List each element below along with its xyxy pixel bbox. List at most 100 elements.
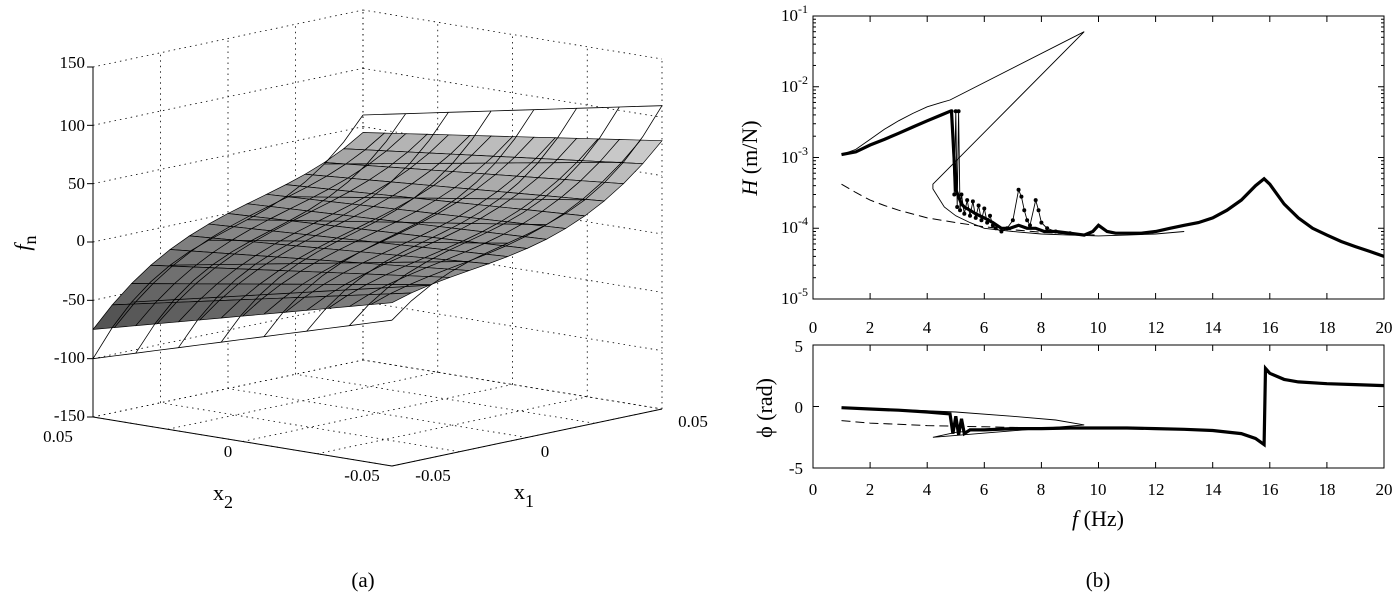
- x-tick-label: 18: [1319, 318, 1336, 337]
- magnitude-series: [841, 31, 1385, 258]
- x-tick-label: 2: [866, 480, 875, 499]
- x2-tick-label: 0.05: [43, 427, 73, 446]
- grid-line: [317, 396, 588, 455]
- x-tick-label: 14: [1205, 318, 1223, 337]
- x1-tick-label: 0.05: [678, 412, 708, 431]
- panel-a: 150 100 50 0 -50 -100 -150 0.05 0 -0.05 …: [10, 9, 708, 592]
- x-tick-label: 12: [1148, 318, 1165, 337]
- data-point: [955, 204, 960, 209]
- x-tick-label: 0: [809, 480, 818, 499]
- grid-line: [362, 9, 663, 60]
- y-tick-label: 10-3: [781, 144, 808, 167]
- x2-axis-label: x2: [213, 480, 233, 512]
- magnitude-y-label-main: H: [737, 179, 762, 197]
- grid-line: [362, 67, 663, 118]
- series-thin: [841, 31, 1185, 237]
- data-point: [1039, 220, 1044, 225]
- wireframe-line: [306, 108, 577, 332]
- wireframe-line: [285, 196, 585, 201]
- x-tick-label: 4: [923, 480, 932, 499]
- x2-label-sub: 2: [224, 492, 233, 512]
- caption-a: (a): [351, 568, 374, 592]
- x2-label-main: x: [213, 480, 224, 505]
- x-tick-label: 20: [1376, 318, 1393, 337]
- data-point: [1022, 208, 1027, 213]
- x1-label-sub: 1: [525, 491, 534, 511]
- wireframe-line: [220, 110, 492, 343]
- magnitude-y-label-rest: (m/N): [737, 120, 762, 179]
- data-point: [1025, 218, 1030, 223]
- wireframe-line: [391, 105, 663, 321]
- y-tick-exponent: -2: [798, 73, 808, 87]
- x-tick-label: 10: [1090, 480, 1107, 499]
- phase-y-label: ϕ (rad): [752, 378, 777, 438]
- data-point: [1036, 208, 1041, 213]
- panel-b-phase: 5 0 -5 0 2 4 6 8 10 12 14 16 18 20 ϕ (ra…: [752, 337, 1393, 531]
- z-tick-label: -150: [54, 406, 85, 425]
- x-tick-label: 8: [1037, 480, 1046, 499]
- y-tick-label: 10-1: [781, 2, 808, 25]
- data-point: [1019, 194, 1024, 199]
- x-tick-label: 16: [1262, 318, 1279, 337]
- y-tick-label: 10-4: [781, 214, 808, 237]
- magnitude-plot-frame: [812, 15, 1385, 300]
- y-tick-label: -5: [789, 459, 803, 478]
- wireframe-line: [263, 109, 535, 337]
- grid-line: [295, 373, 595, 424]
- data-point: [958, 208, 963, 213]
- z-label-main: f: [10, 242, 35, 251]
- x-tick-label: 12: [1148, 480, 1165, 499]
- data-point: [953, 109, 958, 114]
- grid-line: [362, 359, 663, 410]
- surface-patch: [92, 303, 135, 330]
- data-point: [952, 192, 957, 197]
- x-tick-label: 16: [1262, 480, 1279, 499]
- data-point: [1016, 187, 1021, 192]
- z-tick-label: 100: [60, 116, 86, 135]
- wireframe-line: [92, 114, 364, 359]
- y-tick-exponent: -3: [798, 144, 808, 158]
- data-point: [973, 215, 978, 220]
- series-thin: [841, 407, 1099, 438]
- data-point: [949, 109, 954, 114]
- data-point: [1033, 198, 1038, 203]
- series-thick: [841, 109, 1385, 258]
- surface-patches: [92, 132, 663, 330]
- wireframe-mesh: [92, 105, 663, 360]
- data-point: [968, 213, 973, 218]
- grid-line: [167, 371, 438, 430]
- x1-tick-label: 0: [541, 442, 550, 461]
- wireframe-line: [178, 112, 449, 348]
- grid-line: [160, 402, 460, 453]
- x1-axis-label: x1: [514, 479, 534, 511]
- grid-line: [362, 359, 663, 410]
- y-tick-label: 10-5: [781, 285, 808, 308]
- data-point: [976, 203, 981, 208]
- wireframe-line: [135, 113, 407, 354]
- wireframe-line: [362, 105, 663, 116]
- y-tick-label: 5: [795, 337, 804, 356]
- data-point: [962, 211, 967, 216]
- data-point: [1067, 231, 1072, 236]
- x-tick-label: 0: [809, 318, 818, 337]
- x1-axis-line: [391, 408, 663, 467]
- y-tick-label: 0: [795, 398, 804, 417]
- x-tick-label: 6: [980, 480, 989, 499]
- wireframe-line: [247, 219, 547, 226]
- wireframe-line: [349, 106, 620, 326]
- data-point: [956, 109, 961, 114]
- x-tick-label: 4: [923, 318, 932, 337]
- x-tick-label: 14: [1205, 480, 1223, 499]
- data-point: [1027, 223, 1032, 228]
- grid-line: [227, 388, 528, 438]
- x2-axis-line: [92, 416, 393, 467]
- grid-line: [92, 9, 364, 68]
- z-tick-label: -100: [54, 348, 85, 367]
- x2-tick-label: -0.05: [344, 466, 379, 485]
- data-point: [990, 223, 995, 228]
- phase-axis-ticks: [812, 344, 1385, 469]
- z-tick-label: 0: [77, 231, 86, 250]
- y-tick-exponent: -4: [798, 214, 808, 228]
- series-dashed: [841, 183, 1099, 236]
